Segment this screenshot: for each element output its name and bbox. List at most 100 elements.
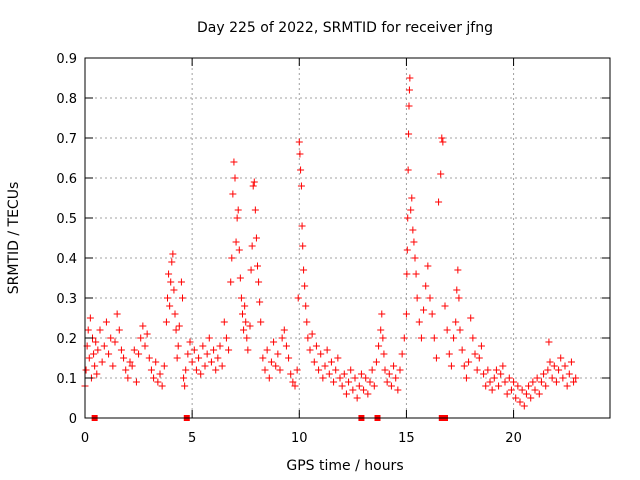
data-point [306,346,314,354]
data-point [438,134,446,142]
data-point [347,366,355,374]
data-point [482,382,490,390]
data-point [529,378,537,386]
data-point [480,370,488,378]
data-point [92,338,100,346]
data-point [462,374,470,382]
data-point [257,318,265,326]
data-point [368,366,376,374]
data-point [546,358,554,366]
data-point [385,370,393,378]
data-point [460,362,468,370]
data-point [301,282,309,290]
data-point [222,334,230,342]
data-point [453,286,461,294]
data-point [486,378,494,386]
data-point [242,318,250,326]
data-point [248,242,256,250]
data-point [296,150,304,158]
data-point [537,378,545,386]
data-point [428,310,436,318]
data-point [170,286,178,294]
data-point [171,310,179,318]
data-point [239,310,246,318]
data-point [256,298,264,306]
data-point [552,378,560,386]
data-point [298,222,306,230]
data-point [86,314,94,322]
data-point [267,358,275,366]
data-point [130,346,138,354]
data-point [145,354,153,362]
data-point [120,354,128,362]
data-point [390,362,398,370]
data-point [156,370,164,378]
data-point [402,310,410,318]
data-point [355,382,363,390]
data-point [570,378,578,386]
data-point [497,370,505,378]
data-point [210,346,218,354]
tick-marks [84,57,610,419]
data-point [85,354,93,362]
data-point [235,246,243,254]
data-point [102,318,110,326]
data-point [533,374,541,382]
data-point [439,138,447,146]
data-point [364,390,372,398]
data-point [366,378,374,386]
data-point [137,334,145,342]
data-point [522,390,530,398]
data-point [216,342,224,350]
data-point [143,330,151,338]
data-point [181,382,189,390]
data-point [518,386,526,394]
y-axis-title: SRMTID / TECUs [6,182,22,295]
data-point [565,370,573,378]
data-point [441,302,449,310]
data-point [342,390,350,398]
data-point [544,366,552,374]
data-point [353,394,361,402]
data-points [81,74,580,410]
data-point [308,330,316,338]
data-point [293,366,301,374]
data-point [375,342,383,350]
data-point [310,358,318,366]
data-point [325,370,333,378]
data-point [91,362,99,370]
data-point [477,342,485,350]
data-point [297,182,305,190]
data-point [247,266,255,274]
data-point [404,166,412,174]
data-point [167,278,175,286]
data-point [263,346,271,354]
data-point [128,362,136,370]
data-point [205,334,213,342]
y-tick-label: 0.3 [56,292,77,307]
data-point [404,214,412,222]
data-point [450,334,458,342]
data-point [410,238,418,246]
data-point [214,354,222,362]
y-tick-label: 0.4 [56,252,77,267]
data-point [169,250,177,258]
data-point [230,158,238,166]
data-point [499,362,507,370]
data-point [179,294,186,302]
data-point [406,74,414,82]
data-point [383,378,391,386]
data-point [417,334,425,342]
data-point [274,350,282,358]
data-point [287,370,295,378]
data-point [228,254,236,262]
data-point [408,194,416,202]
data-point [409,226,417,234]
data-point [96,326,104,334]
data-point [180,374,188,382]
data-point [557,354,565,362]
data-point [255,278,263,286]
data-point [312,342,320,350]
data-point [542,382,550,390]
data-point [394,386,402,394]
